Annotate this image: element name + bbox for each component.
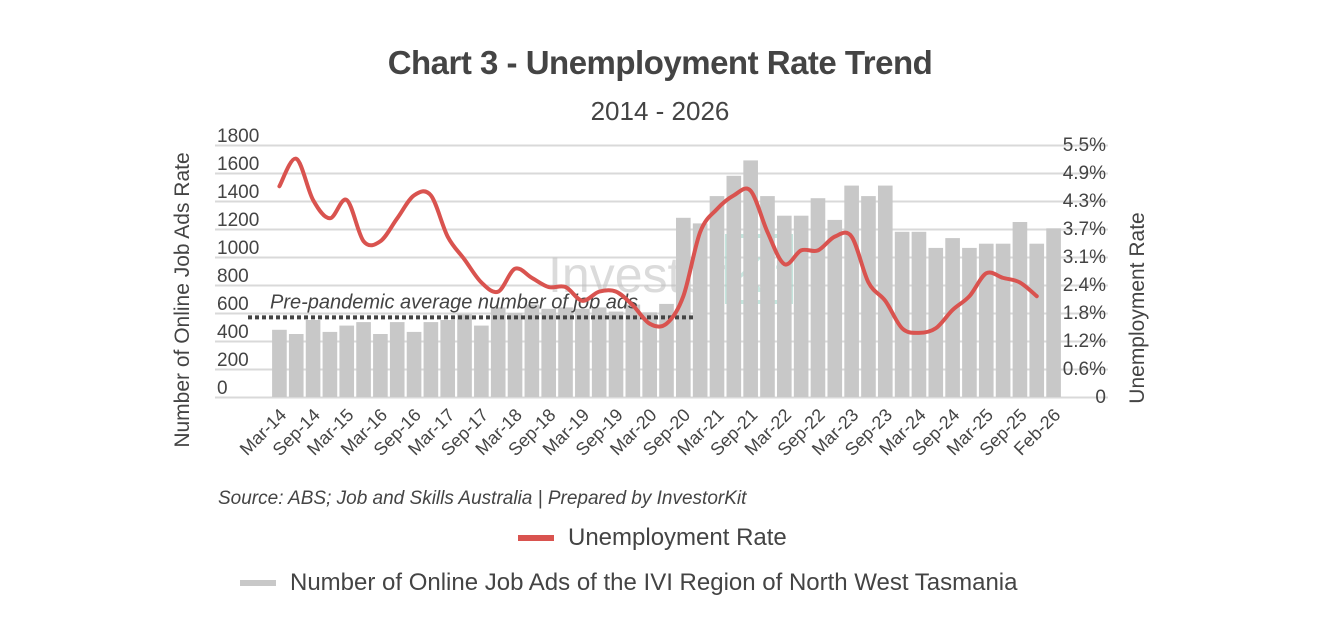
bar[interactable] bbox=[810, 198, 826, 397]
bar[interactable] bbox=[776, 215, 792, 397]
left-tick-label: 1800 bbox=[217, 126, 259, 147]
legend-line-swatch-icon bbox=[518, 535, 554, 541]
unemployment-line[interactable] bbox=[277, 156, 1039, 335]
bar[interactable] bbox=[288, 334, 304, 397]
legend-label: Number of Online Job Ads of the IVI Regi… bbox=[290, 569, 1018, 596]
right-tick-label: 3.7% bbox=[1063, 219, 1106, 240]
bar[interactable] bbox=[726, 175, 742, 397]
bar[interactable] bbox=[844, 185, 859, 397]
bar[interactable] bbox=[339, 325, 355, 397]
bar[interactable] bbox=[524, 304, 540, 397]
bar[interactable] bbox=[1046, 228, 1061, 397]
x-axis-labels: Mar-14Sep-14Mar-15Mar-16Sep-16Mar-17Sep-… bbox=[236, 405, 1065, 460]
source-note: Source: ABS; Job and Skills Australia | … bbox=[218, 488, 747, 509]
bar[interactable] bbox=[692, 223, 708, 397]
bar[interactable] bbox=[490, 307, 506, 397]
bar[interactable] bbox=[389, 322, 405, 397]
left-tick-label: 400 bbox=[217, 322, 249, 343]
bar[interactable] bbox=[877, 185, 893, 397]
bar[interactable] bbox=[861, 196, 876, 397]
right-tick-label: 3.1% bbox=[1063, 247, 1106, 268]
bar[interactable] bbox=[743, 160, 758, 397]
bar[interactable] bbox=[406, 331, 422, 397]
bar[interactable] bbox=[625, 304, 641, 397]
right-tick-label: 5.5% bbox=[1063, 135, 1106, 156]
legend-item-unemployment[interactable]: Unemployment Rate bbox=[518, 524, 787, 552]
left-tick-label: 0 bbox=[217, 378, 228, 399]
legend-label: Unemployment Rate bbox=[568, 524, 787, 551]
annotation-label: Pre-pandemic average number of job ads bbox=[270, 291, 638, 313]
bar[interactable] bbox=[978, 243, 994, 397]
bar[interactable] bbox=[928, 247, 944, 397]
bar[interactable] bbox=[423, 322, 439, 397]
bar[interactable] bbox=[962, 247, 977, 397]
bar[interactable] bbox=[322, 331, 338, 397]
bar[interactable] bbox=[793, 215, 809, 397]
right-axis-ticks: 5.5% 4.9% 4.3% 3.7% 3.1% 2.4% 1.8% 1.2% 0.6% 0 bbox=[1063, 135, 1106, 408]
right-tick-label: 4.9% bbox=[1063, 163, 1106, 184]
pre-pandemic-reference-line: Pre-pandemic average number of job ads bbox=[248, 291, 695, 320]
bar[interactable] bbox=[642, 312, 657, 397]
left-tick-label: 800 bbox=[217, 266, 249, 287]
right-tick-label: 0 bbox=[1095, 387, 1106, 408]
bar[interactable] bbox=[591, 307, 607, 397]
bar[interactable] bbox=[827, 219, 843, 397]
left-tick-label: 200 bbox=[217, 350, 249, 371]
legend-bar-swatch-icon bbox=[240, 580, 276, 586]
bar[interactable] bbox=[608, 311, 624, 397]
bar[interactable] bbox=[440, 320, 456, 397]
left-axis-ticks: 1800 1600 1400 1200 1000 800 600 400 200 0 bbox=[217, 126, 259, 399]
chart-title: Chart 3 - Unemployment Rate Trend bbox=[387, 44, 933, 81]
right-tick-label: 0.6% bbox=[1063, 359, 1106, 380]
left-tick-label: 600 bbox=[217, 294, 249, 315]
bar[interactable] bbox=[457, 314, 472, 397]
bar-series bbox=[272, 160, 1061, 397]
legend-item-job-ads[interactable]: Number of Online Job Ads of the IVI Regi… bbox=[240, 569, 1018, 597]
right-tick-label: 2.4% bbox=[1063, 275, 1106, 296]
bar[interactable] bbox=[474, 325, 489, 397]
left-tick-label: 1600 bbox=[217, 154, 259, 175]
bar[interactable] bbox=[709, 196, 725, 397]
bar[interactable] bbox=[575, 308, 590, 397]
bar[interactable] bbox=[995, 243, 1011, 397]
right-tick-label: 1.8% bbox=[1063, 303, 1106, 324]
bar[interactable] bbox=[373, 334, 388, 397]
bar[interactable] bbox=[305, 320, 321, 397]
left-tick-label: 1200 bbox=[217, 210, 259, 231]
bar[interactable] bbox=[911, 231, 927, 397]
chart-subtitle: 2014 - 2026 bbox=[590, 96, 730, 126]
bar[interactable] bbox=[558, 307, 573, 397]
bar[interactable] bbox=[541, 308, 557, 397]
right-tick-label: 4.3% bbox=[1063, 191, 1106, 212]
bar[interactable] bbox=[1012, 222, 1028, 397]
bar[interactable] bbox=[676, 217, 691, 397]
bar[interactable] bbox=[760, 196, 775, 397]
bar[interactable] bbox=[894, 231, 910, 397]
bar[interactable] bbox=[272, 329, 287, 397]
unemployment-line-series bbox=[277, 156, 1039, 335]
right-tick-label: 1.2% bbox=[1063, 331, 1106, 352]
bar[interactable] bbox=[1029, 243, 1045, 397]
bar[interactable] bbox=[356, 322, 371, 397]
bar[interactable] bbox=[945, 238, 960, 397]
bar[interactable] bbox=[507, 313, 523, 397]
left-tick-label: 1400 bbox=[217, 182, 259, 203]
left-tick-label: 1000 bbox=[217, 238, 259, 259]
